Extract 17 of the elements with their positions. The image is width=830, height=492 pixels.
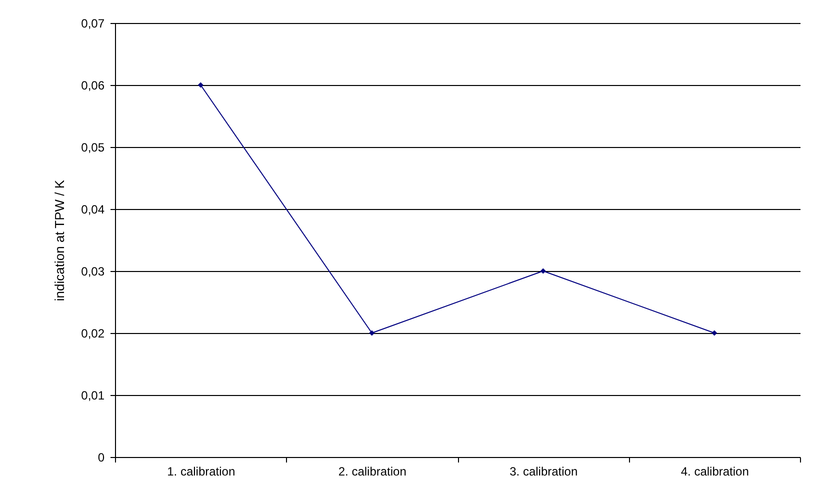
point — [198, 82, 204, 88]
x-tick-label: 4. calibration — [680, 464, 749, 478]
point — [540, 268, 546, 274]
y-tick-label: 0,02 — [81, 326, 105, 340]
x-tick-label: 3. calibration — [510, 464, 578, 478]
y-tick-label: 0 — [98, 450, 105, 464]
y-tick-label: 0,07 — [81, 16, 105, 30]
y-tick-label: 0,03 — [81, 264, 105, 278]
y-tick-label: 0,05 — [81, 140, 105, 154]
y-tick-label: 0,04 — [81, 202, 105, 216]
x-tick-label: 2. calibration — [338, 464, 406, 478]
y-axis-title: indication at TPW / K — [52, 180, 68, 302]
point — [369, 330, 375, 336]
x-tick-label: 1. calibration — [167, 464, 236, 478]
y-tick-label: 0,01 — [81, 388, 105, 402]
point — [712, 330, 718, 336]
y-tick-label: 0,06 — [81, 78, 105, 92]
